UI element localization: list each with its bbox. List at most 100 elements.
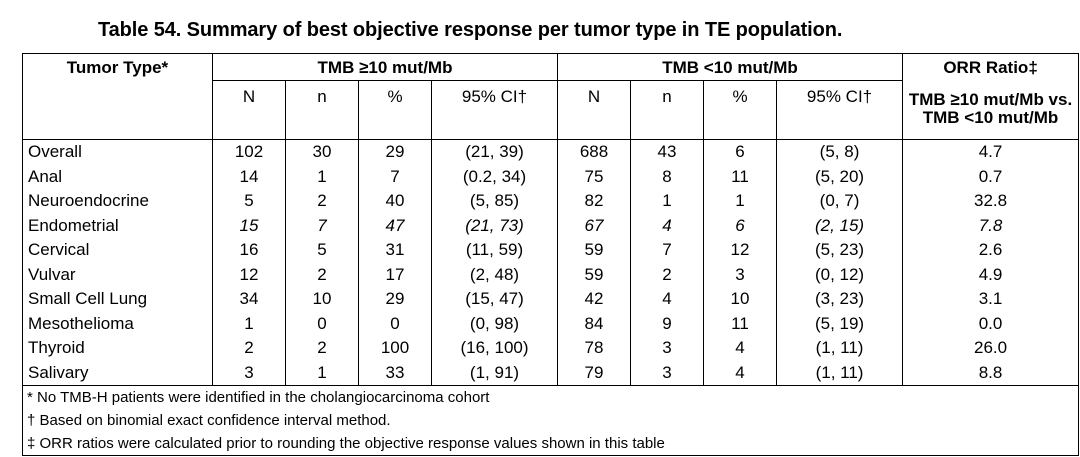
cell-ratio: 2.6 — [902, 237, 1080, 262]
cell-hn: 2 — [285, 335, 359, 360]
cell-hci: (16, 100) — [431, 335, 558, 360]
table-row: Salivary 3 1 33 (1, 91) 79 3 4 (1, 11) 8.8 — [22, 360, 1080, 386]
cell-type: Endometrial — [22, 213, 213, 238]
table-row: Thyroid 2 2 100 (16, 100) 78 3 4 (1, 11) 26.0 — [22, 335, 1080, 360]
table-body: Overall 102 30 29 (21, 39) 688 43 6 (5, 8) 4.7 Ana… — [22, 139, 1080, 386]
cell-ln: 3 — [630, 360, 704, 386]
cell-hN: 34 — [212, 286, 286, 311]
cell-lp: 10 — [703, 286, 777, 311]
cell-ratio: 0.7 — [902, 164, 1080, 189]
cell-hci: (1, 91) — [431, 360, 558, 386]
cell-type: Neuroendocrine — [22, 188, 213, 213]
cell-hN: 16 — [212, 237, 286, 262]
cell-hp: 33 — [358, 360, 432, 386]
cell-ln: 43 — [630, 139, 704, 164]
cell-lp: 4 — [703, 360, 777, 386]
table-row: Overall 102 30 29 (21, 39) 688 43 6 (5, 8) 4.7 — [22, 139, 1080, 164]
footnote-3: ‡ ORR ratios were calculated prior to ro… — [21, 431, 1080, 456]
cell-hp: 40 — [358, 188, 432, 213]
footnote-row: * No TMB-H patients were identified in t… — [21, 384, 1080, 409]
cell-lN: 75 — [557, 164, 631, 189]
cell-type: Cervical — [22, 237, 213, 262]
cell-hN: 15 — [212, 213, 286, 238]
cell-hn: 1 — [285, 164, 359, 189]
cell-lN: 82 — [557, 188, 631, 213]
col-header-high-ci: 95% CI† — [431, 80, 558, 140]
cell-type: Mesothelioma — [22, 311, 213, 336]
response-table: Tumor Type* TMB ≥10 mut/Mb TMB <10 mut/M… — [21, 53, 1080, 456]
cell-lp: 4 — [703, 335, 777, 360]
table-title: Table 54. Summary of best objective resp… — [98, 19, 843, 41]
cell-ln: 9 — [630, 311, 704, 336]
table-row: Mesothelioma 1 0 0 (0, 98) 84 9 11 (5, 19) 0.0 — [22, 311, 1080, 336]
cell-lN: 67 — [557, 213, 631, 238]
cell-ratio: 8.8 — [902, 360, 1080, 386]
cell-hp: 100 — [358, 335, 432, 360]
cell-ratio: 7.8 — [902, 213, 1080, 238]
table-row: Endometrial 15 7 47 (21, 73) 67 4 6 (2, 15) 7.8 — [22, 213, 1080, 238]
cell-lN: 84 — [557, 311, 631, 336]
cell-ln: 1 — [630, 188, 704, 213]
cell-lci: (0, 7) — [776, 188, 904, 213]
col-group-tmb-low: TMB <10 mut/Mb — [557, 53, 904, 81]
table-row: Vulvar 12 2 17 (2, 48) 59 2 3 (0, 12) 4.9 — [22, 262, 1080, 287]
cell-hn: 5 — [285, 237, 359, 262]
cell-ratio: 4.9 — [902, 262, 1080, 287]
cell-ln: 4 — [630, 286, 704, 311]
cell-lp: 6 — [703, 139, 777, 164]
cell-ratio: 4.7 — [902, 139, 1080, 164]
cell-hp: 7 — [358, 164, 432, 189]
cell-hn: 2 — [285, 262, 359, 287]
cell-type: Vulvar — [22, 262, 213, 287]
cell-lp: 12 — [703, 237, 777, 262]
cell-lci: (5, 8) — [776, 139, 904, 164]
cell-lp: 1 — [703, 188, 777, 213]
col-header-high-N: N — [212, 80, 286, 140]
col-header-low-N: N — [557, 80, 631, 140]
cell-ln: 4 — [630, 213, 704, 238]
cell-ln: 8 — [630, 164, 704, 189]
col-header-high-n: n — [285, 80, 359, 140]
cell-type: Overall — [22, 139, 213, 164]
orr-sub-line-2: TMB <10 mut/Mb — [922, 107, 1059, 127]
cell-ln: 2 — [630, 262, 704, 287]
footnote-row: † Based on binomial exact confidence int… — [21, 408, 1080, 432]
cell-lp: 11 — [703, 311, 777, 336]
cell-hN: 1 — [212, 311, 286, 336]
cell-hn: 0 — [285, 311, 359, 336]
cell-hp: 29 — [358, 286, 432, 311]
cell-lci: (5, 19) — [776, 311, 904, 336]
cell-lci: (5, 20) — [776, 164, 904, 189]
cell-lp: 3 — [703, 262, 777, 287]
cell-lN: 79 — [557, 360, 631, 386]
cell-hN: 2 — [212, 335, 286, 360]
col-header-orr-ratio: ORR Ratio‡ — [902, 53, 1080, 81]
cell-hp: 17 — [358, 262, 432, 287]
cell-ln: 3 — [630, 335, 704, 360]
cell-hci: (11, 59) — [431, 237, 558, 262]
cell-hci: (15, 47) — [431, 286, 558, 311]
table-row: Anal 14 1 7 (0.2, 34) 75 8 11 (5, 20) 0.7 — [22, 164, 1080, 189]
col-header-tumor-type: Tumor Type* — [22, 53, 213, 81]
cell-hci: (21, 39) — [431, 139, 558, 164]
cell-type: Small Cell Lung — [22, 286, 213, 311]
col-header-low-ci: 95% CI† — [776, 80, 904, 140]
cell-hn: 2 — [285, 188, 359, 213]
col-header-blank — [22, 80, 213, 140]
col-header-low-pct: % — [703, 80, 777, 140]
cell-hp: 47 — [358, 213, 432, 238]
cell-hp: 31 — [358, 237, 432, 262]
footnote-2: † Based on binomial exact confidence int… — [21, 408, 1080, 432]
cell-hN: 5 — [212, 188, 286, 213]
footnote-row: ‡ ORR ratios were calculated prior to ro… — [21, 431, 1080, 456]
table-row: Small Cell Lung 34 10 29 (15, 47) 42 4 10 (3, 23… — [22, 286, 1080, 311]
footnote-1: * No TMB-H patients were identified in t… — [21, 384, 1080, 409]
cell-hp: 0 — [358, 311, 432, 336]
cell-lN: 42 — [557, 286, 631, 311]
cell-type: Salivary — [22, 360, 213, 386]
col-group-tmb-high: TMB ≥10 mut/Mb — [212, 53, 558, 81]
cell-hn: 7 — [285, 213, 359, 238]
cell-hN: 14 — [212, 164, 286, 189]
response-table-wrapper: Tumor Type* TMB ≥10 mut/Mb TMB <10 mut/M… — [21, 53, 1080, 456]
cell-hn: 10 — [285, 286, 359, 311]
